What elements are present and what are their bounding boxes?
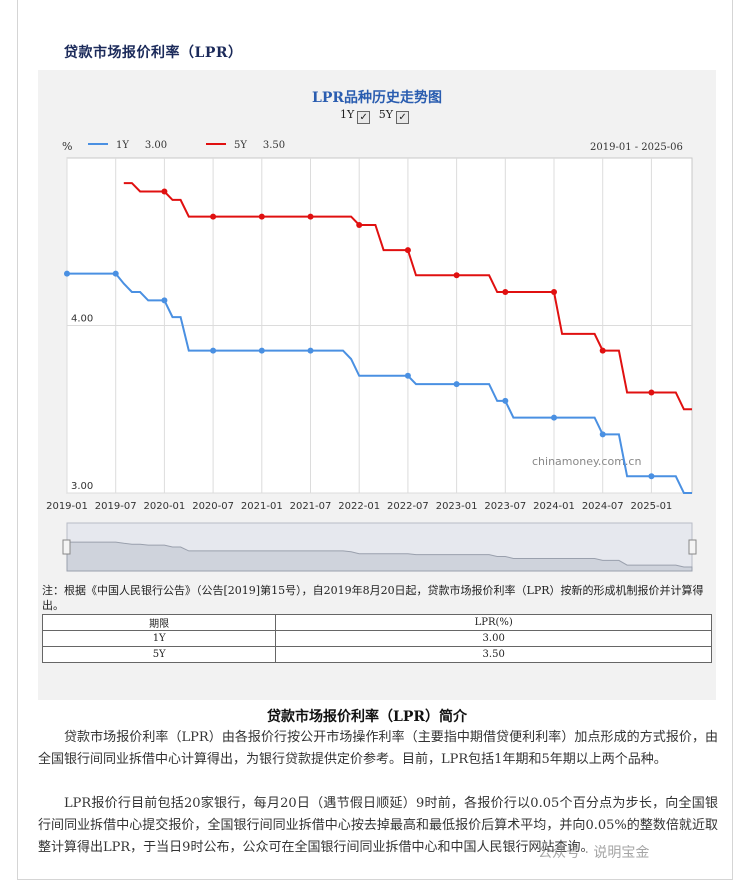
legend-1y-value: 3.00 (144, 140, 168, 151)
legend-5y-swatch (206, 143, 226, 145)
section-title: 贷款市场报价利率（LPR） (64, 45, 243, 61)
legend-5y-value: 3.50 (262, 140, 286, 151)
data-point-1y (648, 473, 655, 480)
table-header: 期限 (41, 614, 277, 631)
page-frame (17, 0, 733, 880)
data-point-1y (502, 397, 509, 404)
data-point-1y (258, 347, 265, 354)
data-point-5y (648, 389, 655, 396)
data-point-1y (453, 381, 460, 388)
data-point-1y (307, 347, 314, 354)
legend-1y-swatch (88, 143, 108, 145)
x-tick-label: 2019-01 (46, 501, 88, 512)
x-tick-label: 2021-07 (290, 501, 332, 512)
chart-plot: 2019-01 2019-07 2020-01 2020-07 2021-01 2021-… (46, 157, 697, 572)
x-tick-label: 2019-07 (95, 501, 137, 512)
chart-watermark: chinamoney.com.cn (532, 455, 641, 468)
navigator-handle-left[interactable] (62, 539, 71, 555)
data-point-5y (404, 247, 411, 254)
table-cell: 3.00 (275, 630, 712, 647)
data-point-5y (161, 188, 168, 195)
toggle-1y-checkbox[interactable]: ✓ (357, 111, 371, 124)
x-tick-label: 2021-01 (241, 501, 283, 512)
data-point-5y (356, 222, 363, 228)
x-tick-label: 2025-01 (631, 501, 673, 512)
data-point-1y (210, 347, 217, 354)
y-tick-label: 3.00 (71, 481, 93, 492)
legend-5y-name: 5Y (234, 140, 247, 151)
data-point-1y (551, 414, 558, 421)
x-tick-label: 2023-01 (436, 501, 478, 512)
legend-1y: 1Y 3.00 (88, 140, 167, 151)
data-point-1y (64, 270, 70, 277)
table-row: 1Y 3.00 (41, 630, 712, 647)
watermark: 公众号 · 说明宝金 (538, 845, 650, 861)
legend-5y: 5Y 3.50 (206, 140, 285, 151)
series-toggle: 1Y ✓ 5Y ✓ (38, 108, 716, 124)
x-tick-label: 2020-01 (144, 501, 186, 512)
chart-title: LPR品种历史走势图 (311, 90, 442, 106)
table-cell: 3.50 (275, 646, 712, 663)
intro-paragraph: LPR报价行目前包括20家银行，每月20日（遇节假日顺延）9时前，各报价行以0.… (38, 796, 718, 855)
data-point-1y (112, 270, 119, 277)
data-point-5y (258, 213, 265, 220)
toggle-5y-label: 5Y (378, 108, 394, 121)
toggle-5y-checkbox[interactable]: ✓ (396, 111, 410, 124)
series-line-1y (67, 272, 692, 494)
table-header-row: 期限 LPR(%) (41, 614, 712, 631)
x-tick-label: 2024-01 (533, 501, 575, 512)
x-tick-label: 2023-07 (484, 501, 526, 512)
data-point-5y (551, 289, 558, 295)
x-tick-label: 2024-07 (582, 501, 624, 512)
data-point-5y (453, 272, 460, 279)
table-header: LPR(%) (275, 614, 712, 631)
intro-title: 贷款市场报价利率（LPR）简介 (266, 709, 467, 725)
intro-paragraph: 贷款市场报价利率（LPR）由各报价行按公开市场操作利率（主要指中期借贷便利利率）… (38, 730, 718, 767)
data-point-1y (404, 372, 411, 379)
data-point-1y (599, 431, 606, 438)
table-cell: 5Y (41, 646, 277, 663)
date-range: 2019-01 - 2025-06 (590, 142, 683, 153)
legend-1y-name: 1Y (116, 140, 129, 151)
navigator-handle-right[interactable] (688, 539, 697, 555)
x-tick-label: 2022-01 (338, 501, 380, 512)
table-row: 5Y 3.50 (41, 646, 712, 663)
y-tick-label: 4.00 (71, 314, 93, 325)
x-tick-label: 2020-07 (192, 501, 234, 512)
table-cell: 1Y (41, 630, 277, 647)
navigator-series (66, 541, 693, 572)
chart-note: 注：根据《中国人民银行公告》（公告[2019]第15号），自2019年8月20日… (42, 584, 704, 612)
data-point-1y (161, 297, 168, 304)
y-axis-label: % (62, 140, 73, 153)
data-point-5y (599, 347, 606, 354)
data-point-5y (307, 213, 314, 220)
rates-table: 期限 LPR(%) 1Y 3.00 5Y 3.50 (41, 614, 712, 663)
data-point-5y (210, 213, 217, 220)
x-tick-label: 2022-07 (387, 501, 429, 512)
toggle-1y-label: 1Y (339, 108, 355, 121)
data-point-5y (502, 289, 509, 295)
